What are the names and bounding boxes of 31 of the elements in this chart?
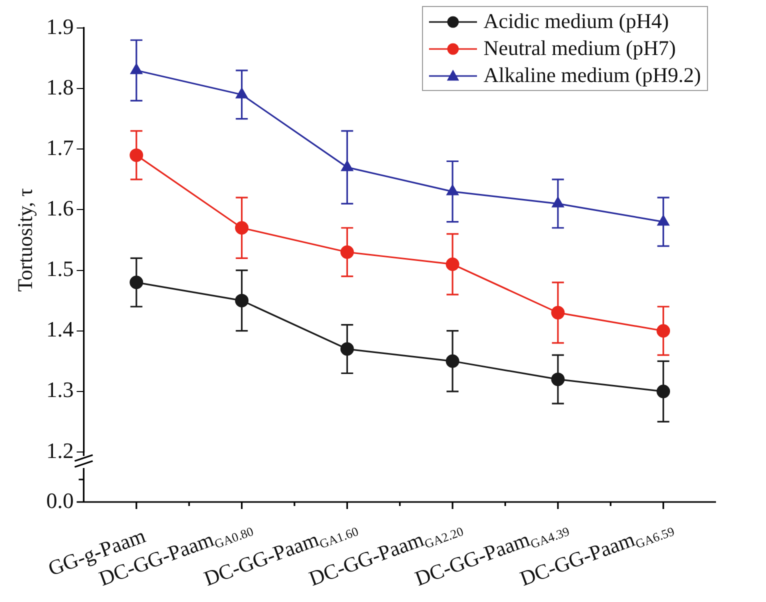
y-tick-label: 1.2	[46, 438, 74, 463]
legend-label: Acidic medium (pH4)	[483, 8, 669, 35]
legend-label: Alkaline medium (pH9.2)	[483, 62, 701, 89]
point	[130, 64, 142, 74]
y-tick-label: 1.4	[46, 316, 74, 342]
point	[446, 184, 458, 196]
y-tick-label: 1.3	[46, 377, 74, 402]
point	[552, 196, 564, 208]
legend-label: Neutral medium (pH7)	[483, 35, 676, 62]
point	[235, 221, 249, 235]
point	[656, 384, 670, 398]
point	[340, 245, 354, 259]
point	[235, 294, 249, 308]
point	[130, 276, 144, 290]
y-tick-label: 1.6	[46, 195, 74, 220]
point	[446, 354, 460, 368]
point	[446, 257, 460, 271]
point	[551, 372, 565, 386]
y-tick-label: 1.9	[46, 14, 74, 39]
point	[340, 342, 354, 356]
point	[341, 160, 354, 172]
text: 0.0	[46, 488, 74, 513]
point	[656, 324, 670, 338]
point	[236, 88, 248, 98]
point	[551, 306, 565, 320]
y-tick-label: 1.7	[46, 134, 74, 160]
point	[657, 215, 670, 226]
y-tick-label: 1.8	[46, 74, 74, 100]
y-tick-label: 1.5	[46, 256, 74, 282]
y-axis-title: Tortuosity, τ	[13, 188, 38, 292]
point	[130, 148, 144, 162]
